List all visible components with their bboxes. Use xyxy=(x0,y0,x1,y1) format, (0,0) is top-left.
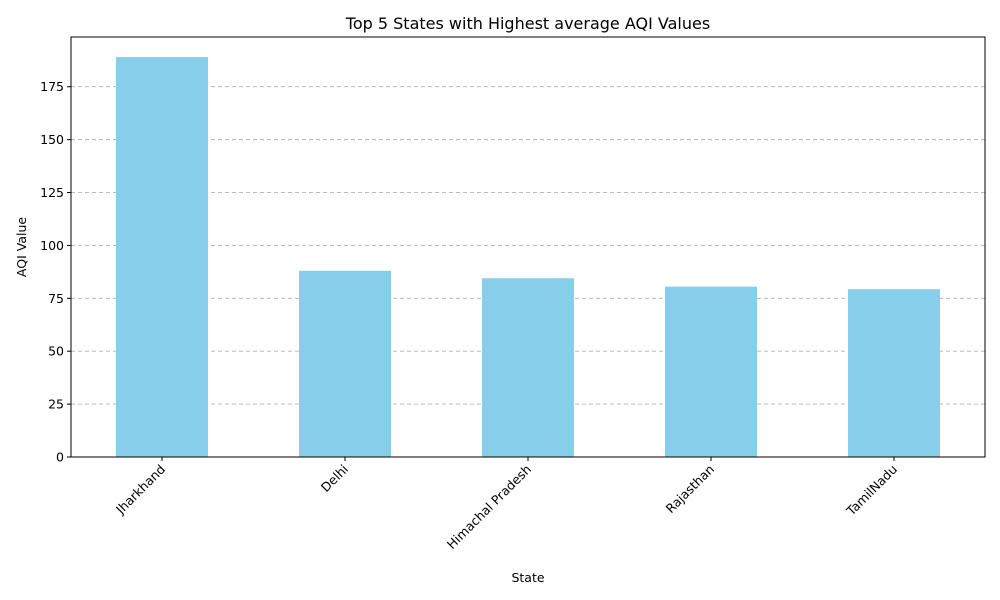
x-axis-ticks: Jharkhand Delhi Himachal Pradesh Rajasthan T… xyxy=(112,457,900,552)
bar-himachal-pradesh xyxy=(482,278,574,457)
x-tick-label: Delhi xyxy=(318,462,351,495)
x-axis-label: State xyxy=(511,570,544,585)
y-tick-label: 100 xyxy=(40,238,64,253)
bar-jharkhand xyxy=(116,57,208,457)
bar-delhi xyxy=(299,270,391,457)
chart-title: Top 5 States with Highest average AQI Va… xyxy=(345,14,710,33)
y-tick-label: 50 xyxy=(48,344,64,359)
bar-rajasthan xyxy=(665,286,757,457)
y-tick-label: 25 xyxy=(48,397,64,412)
bars xyxy=(116,57,940,457)
x-tick-label: TamilNadu xyxy=(843,462,900,519)
x-tick-label: Jharkhand xyxy=(112,462,168,518)
y-tick-label: 125 xyxy=(40,185,64,200)
y-tick-label: 175 xyxy=(40,79,64,94)
y-tick-label: 0 xyxy=(56,450,64,465)
x-tick-label: Rajasthan xyxy=(663,462,718,517)
y-axis-ticks: 0 25 50 75 100 125 150 175 xyxy=(40,79,71,465)
x-tick-label: Himachal Pradesh xyxy=(444,462,534,552)
y-tick-label: 75 xyxy=(48,291,64,306)
y-tick-label: 150 xyxy=(40,132,64,147)
y-axis-label: AQI Value xyxy=(14,217,29,277)
bar-tamilnadu xyxy=(848,289,940,457)
